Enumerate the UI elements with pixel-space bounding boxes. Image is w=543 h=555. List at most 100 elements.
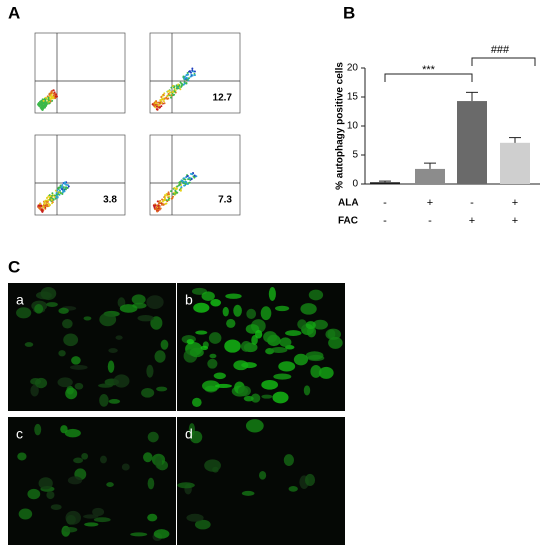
flow-dot: [155, 207, 158, 210]
cell: [245, 324, 260, 334]
cell: [30, 378, 42, 385]
cell: [27, 488, 41, 500]
cell: [99, 394, 109, 407]
panel-label: C: [8, 257, 20, 276]
flow-dot: [40, 99, 43, 102]
flow-dot: [166, 193, 169, 196]
cell: [46, 302, 58, 307]
micrograph-label: c: [16, 426, 23, 442]
cell: [70, 364, 88, 370]
cell: [237, 385, 251, 397]
flow-dot: [175, 87, 178, 90]
flow-dot: [55, 93, 58, 96]
flow-plot-frame: [149, 32, 241, 114]
cell: [147, 477, 155, 490]
cell: [194, 519, 211, 530]
cell: [304, 473, 316, 486]
flow-dot: [60, 188, 63, 191]
cell: [189, 430, 203, 444]
flow-dot: [183, 75, 186, 78]
cell: [300, 303, 317, 315]
flow-dot: [44, 99, 47, 102]
cell: [207, 358, 218, 369]
cell: [106, 482, 114, 488]
flow-dot: [65, 183, 68, 186]
flow-dot: [167, 198, 170, 201]
micrograph-label: b: [185, 292, 193, 308]
flow-dot: [189, 178, 192, 181]
flow-dot: [170, 190, 173, 193]
cell: [71, 356, 81, 365]
cell: [156, 386, 168, 392]
cell: [146, 364, 154, 378]
cell: [273, 373, 292, 380]
flow-dot: [64, 188, 67, 191]
flow-dot: [37, 102, 40, 105]
flow-dot: [155, 100, 158, 103]
cell: [113, 374, 130, 388]
flow-dot: [43, 202, 46, 205]
flow-dot: [39, 206, 42, 209]
cell: [278, 361, 296, 372]
flow-dot: [158, 206, 161, 209]
cell: [328, 336, 343, 349]
flow-dot: [167, 92, 170, 95]
condition-label: -: [383, 215, 387, 227]
condition-label: +: [469, 215, 475, 227]
flow-dot: [168, 91, 171, 94]
cell: [263, 331, 278, 343]
cell: [160, 339, 169, 350]
flow-dot: [63, 190, 66, 193]
cell: [268, 287, 276, 301]
flow-dot: [44, 105, 47, 108]
flow-dot: [52, 94, 55, 97]
condition-name: ALA: [338, 198, 359, 209]
flow-dot: [191, 67, 194, 70]
cell: [305, 321, 316, 330]
flow-dot: [42, 206, 45, 209]
flow-dot: [43, 98, 46, 101]
cell: [186, 513, 204, 522]
flow-dot: [159, 99, 162, 102]
flow-dot: [53, 195, 56, 198]
cell: [131, 294, 146, 305]
flow-dot: [41, 103, 44, 106]
cell: [62, 318, 73, 329]
flow-dot: [164, 199, 167, 202]
cell: [213, 372, 226, 380]
flow-dot: [51, 202, 54, 205]
flow-value-label: 12.7: [213, 93, 233, 104]
micrograph-label: d: [185, 426, 193, 442]
flow-dot: [37, 204, 40, 207]
flow-dot: [195, 175, 198, 178]
cell: [147, 513, 158, 522]
flow-dot: [45, 196, 48, 199]
flow-dot: [172, 84, 175, 87]
flow-dot: [160, 203, 163, 206]
cell: [224, 339, 241, 353]
flow-dot: [175, 191, 178, 194]
flow-dot: [193, 70, 196, 73]
flow-dot: [56, 189, 59, 192]
cell: [225, 293, 242, 299]
flow-dot: [183, 82, 186, 85]
flow-dot: [173, 186, 176, 189]
flow-dot: [161, 97, 164, 100]
condition-label: +: [512, 197, 518, 209]
cell: [243, 395, 254, 402]
flow-dot: [169, 96, 172, 99]
cell: [214, 383, 232, 388]
cell: [189, 347, 204, 358]
cell: [283, 454, 294, 467]
flow-dot: [47, 98, 50, 101]
flow-dot: [41, 107, 44, 110]
cell: [18, 508, 33, 520]
flow-dot: [186, 174, 189, 177]
cell: [327, 329, 336, 339]
cell: [177, 482, 195, 489]
flow-dot: [172, 94, 175, 97]
cell: [306, 326, 317, 338]
flow-dot: [58, 189, 61, 192]
flow-dot: [175, 188, 178, 191]
flow-dot: [191, 69, 194, 72]
